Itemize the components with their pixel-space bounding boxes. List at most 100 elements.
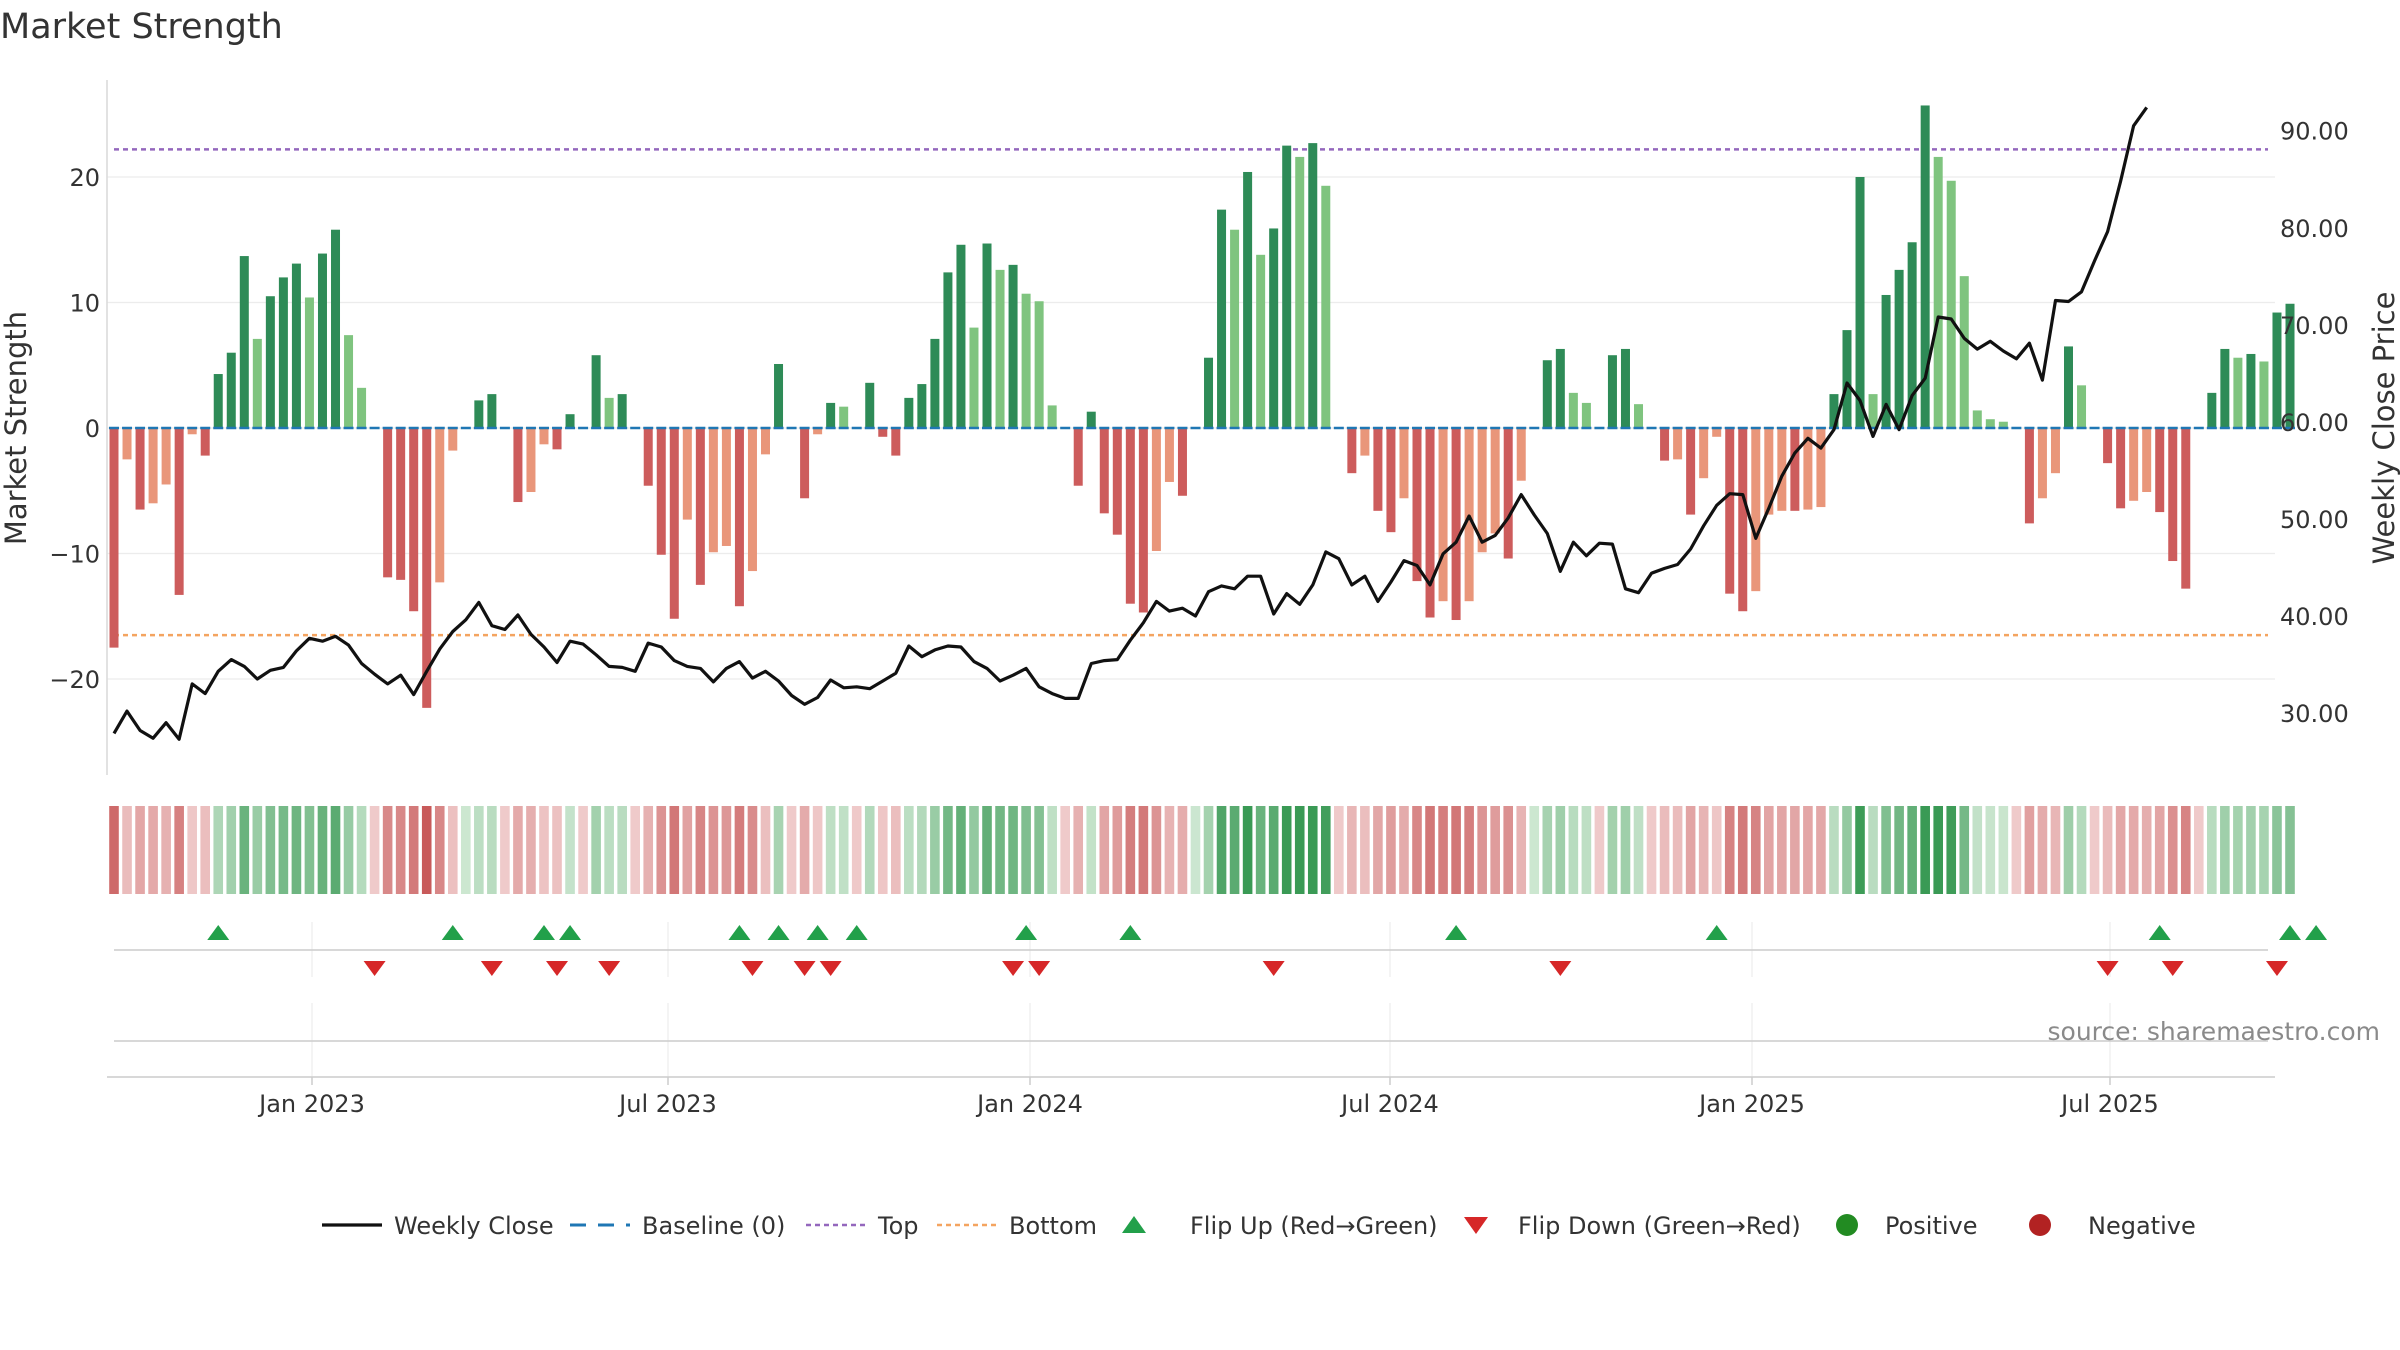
strength-bar — [1998, 421, 2008, 428]
strength-bar — [761, 428, 770, 455]
heat-cell — [239, 806, 250, 894]
strength-bar — [1204, 357, 1214, 428]
heat-cell — [930, 806, 940, 894]
heat-cell — [421, 806, 432, 894]
heat-cell — [1855, 806, 1865, 894]
heat-cell — [1581, 806, 1592, 894]
heat-cell — [2180, 806, 2191, 894]
strength-bar — [1073, 428, 1083, 486]
strength-bar — [813, 428, 823, 435]
heat-cell — [1021, 806, 1031, 894]
right-y-tick-label: 70.00 — [2280, 312, 2349, 340]
heat-cell — [721, 806, 732, 894]
strength-bar — [226, 352, 236, 428]
heat-cell — [1985, 806, 1996, 894]
heat-cell — [1881, 806, 1891, 894]
heat-cell — [226, 806, 237, 894]
strength-bar — [2272, 312, 2282, 428]
heat-cell — [408, 806, 419, 894]
heat-cell — [2011, 806, 2022, 894]
heat-cell — [1281, 806, 1292, 894]
heat-cell — [1399, 806, 1409, 894]
heat-cell — [2233, 806, 2243, 894]
heat-cell — [1777, 806, 1787, 894]
heat-cell — [526, 806, 536, 894]
strength-bar — [552, 428, 562, 450]
heat-cell — [317, 806, 328, 894]
heat-cell — [1516, 806, 1527, 894]
flip-up-marker — [845, 925, 868, 940]
strength-bar — [344, 335, 354, 428]
heat-cell — [956, 806, 966, 894]
strength-bar — [1360, 428, 1370, 456]
legend-label: Negative — [2088, 1212, 2196, 1240]
heat-cell — [1412, 806, 1422, 894]
strength-bar — [1881, 294, 1891, 428]
strength-bar — [148, 428, 158, 504]
flip-up-marker — [559, 925, 582, 940]
strength-bar — [1868, 394, 1878, 428]
strength-bar — [2155, 428, 2165, 513]
strength-bar — [1099, 428, 1109, 514]
strength-bar — [1230, 229, 1240, 428]
flip-down-marker — [741, 961, 764, 976]
legend-item-top: Top — [806, 1212, 919, 1240]
strength-bar — [1985, 419, 1995, 428]
heat-cell — [734, 806, 745, 894]
strength-bar — [591, 355, 601, 428]
strength-bar — [135, 428, 145, 510]
strength-bar — [1477, 428, 1487, 553]
left-y-axis-label: Market Strength — [0, 311, 33, 545]
heat-cell — [1151, 806, 1162, 894]
heat-cell — [291, 806, 302, 894]
strength-bar — [487, 394, 497, 428]
flip-up-marker — [806, 925, 829, 940]
strength-bar — [617, 394, 627, 428]
heat-cell — [565, 806, 575, 894]
heat-cell — [2024, 806, 2035, 894]
flip-down-marker — [2161, 961, 2184, 976]
heat-cell — [1177, 806, 1188, 894]
strength-bar — [1177, 428, 1187, 496]
strength-bar — [747, 428, 757, 572]
legend-item-close: Weekly Close — [322, 1212, 554, 1240]
strength-bar — [1516, 428, 1526, 481]
strength-bar — [800, 428, 810, 499]
strength-bar — [1047, 405, 1057, 428]
heat-cell — [1894, 806, 1904, 894]
strength-bar — [708, 428, 718, 553]
strength-bar — [1777, 428, 1787, 511]
strength-bar — [1607, 355, 1617, 428]
left-y-ticks: −20 −10 0 10 20 — [49, 164, 100, 694]
heat-cell — [1672, 806, 1683, 894]
strength-bar — [1764, 428, 1774, 515]
strength-bar — [1907, 242, 1917, 428]
strength-bar — [1256, 254, 1266, 428]
right-y-ticks: 30.00 40.00 50.00 60.00 70.00 80.00 90.00 — [2280, 118, 2349, 728]
strength-bar — [1008, 264, 1018, 428]
legend-label: Top — [877, 1212, 919, 1240]
heat-cell — [1737, 806, 1748, 894]
heat-cell — [578, 806, 588, 894]
strength-bar — [1542, 360, 1552, 428]
strength-bar — [1386, 428, 1396, 533]
strength-bar — [357, 387, 367, 428]
strength-bar — [291, 263, 301, 428]
heat-cell — [1099, 806, 1110, 894]
heat-cell — [760, 806, 771, 894]
heat-cell — [1646, 806, 1657, 894]
heat-cell — [2285, 806, 2295, 894]
strength-bar — [1725, 428, 1735, 594]
heat-cell — [1972, 806, 1983, 894]
strength-bar — [604, 397, 614, 428]
heat-cell — [1242, 806, 1253, 894]
legend-label: Baseline (0) — [642, 1212, 785, 1240]
strength-bar — [1295, 156, 1305, 429]
strength-bar — [200, 428, 210, 456]
heat-cell — [877, 806, 888, 894]
heat-cell — [252, 806, 263, 894]
legend-negative-swatch — [2029, 1214, 2051, 1236]
flip-down-marker — [546, 961, 569, 976]
heat-cell — [2207, 806, 2217, 894]
heat-cell — [434, 806, 445, 894]
